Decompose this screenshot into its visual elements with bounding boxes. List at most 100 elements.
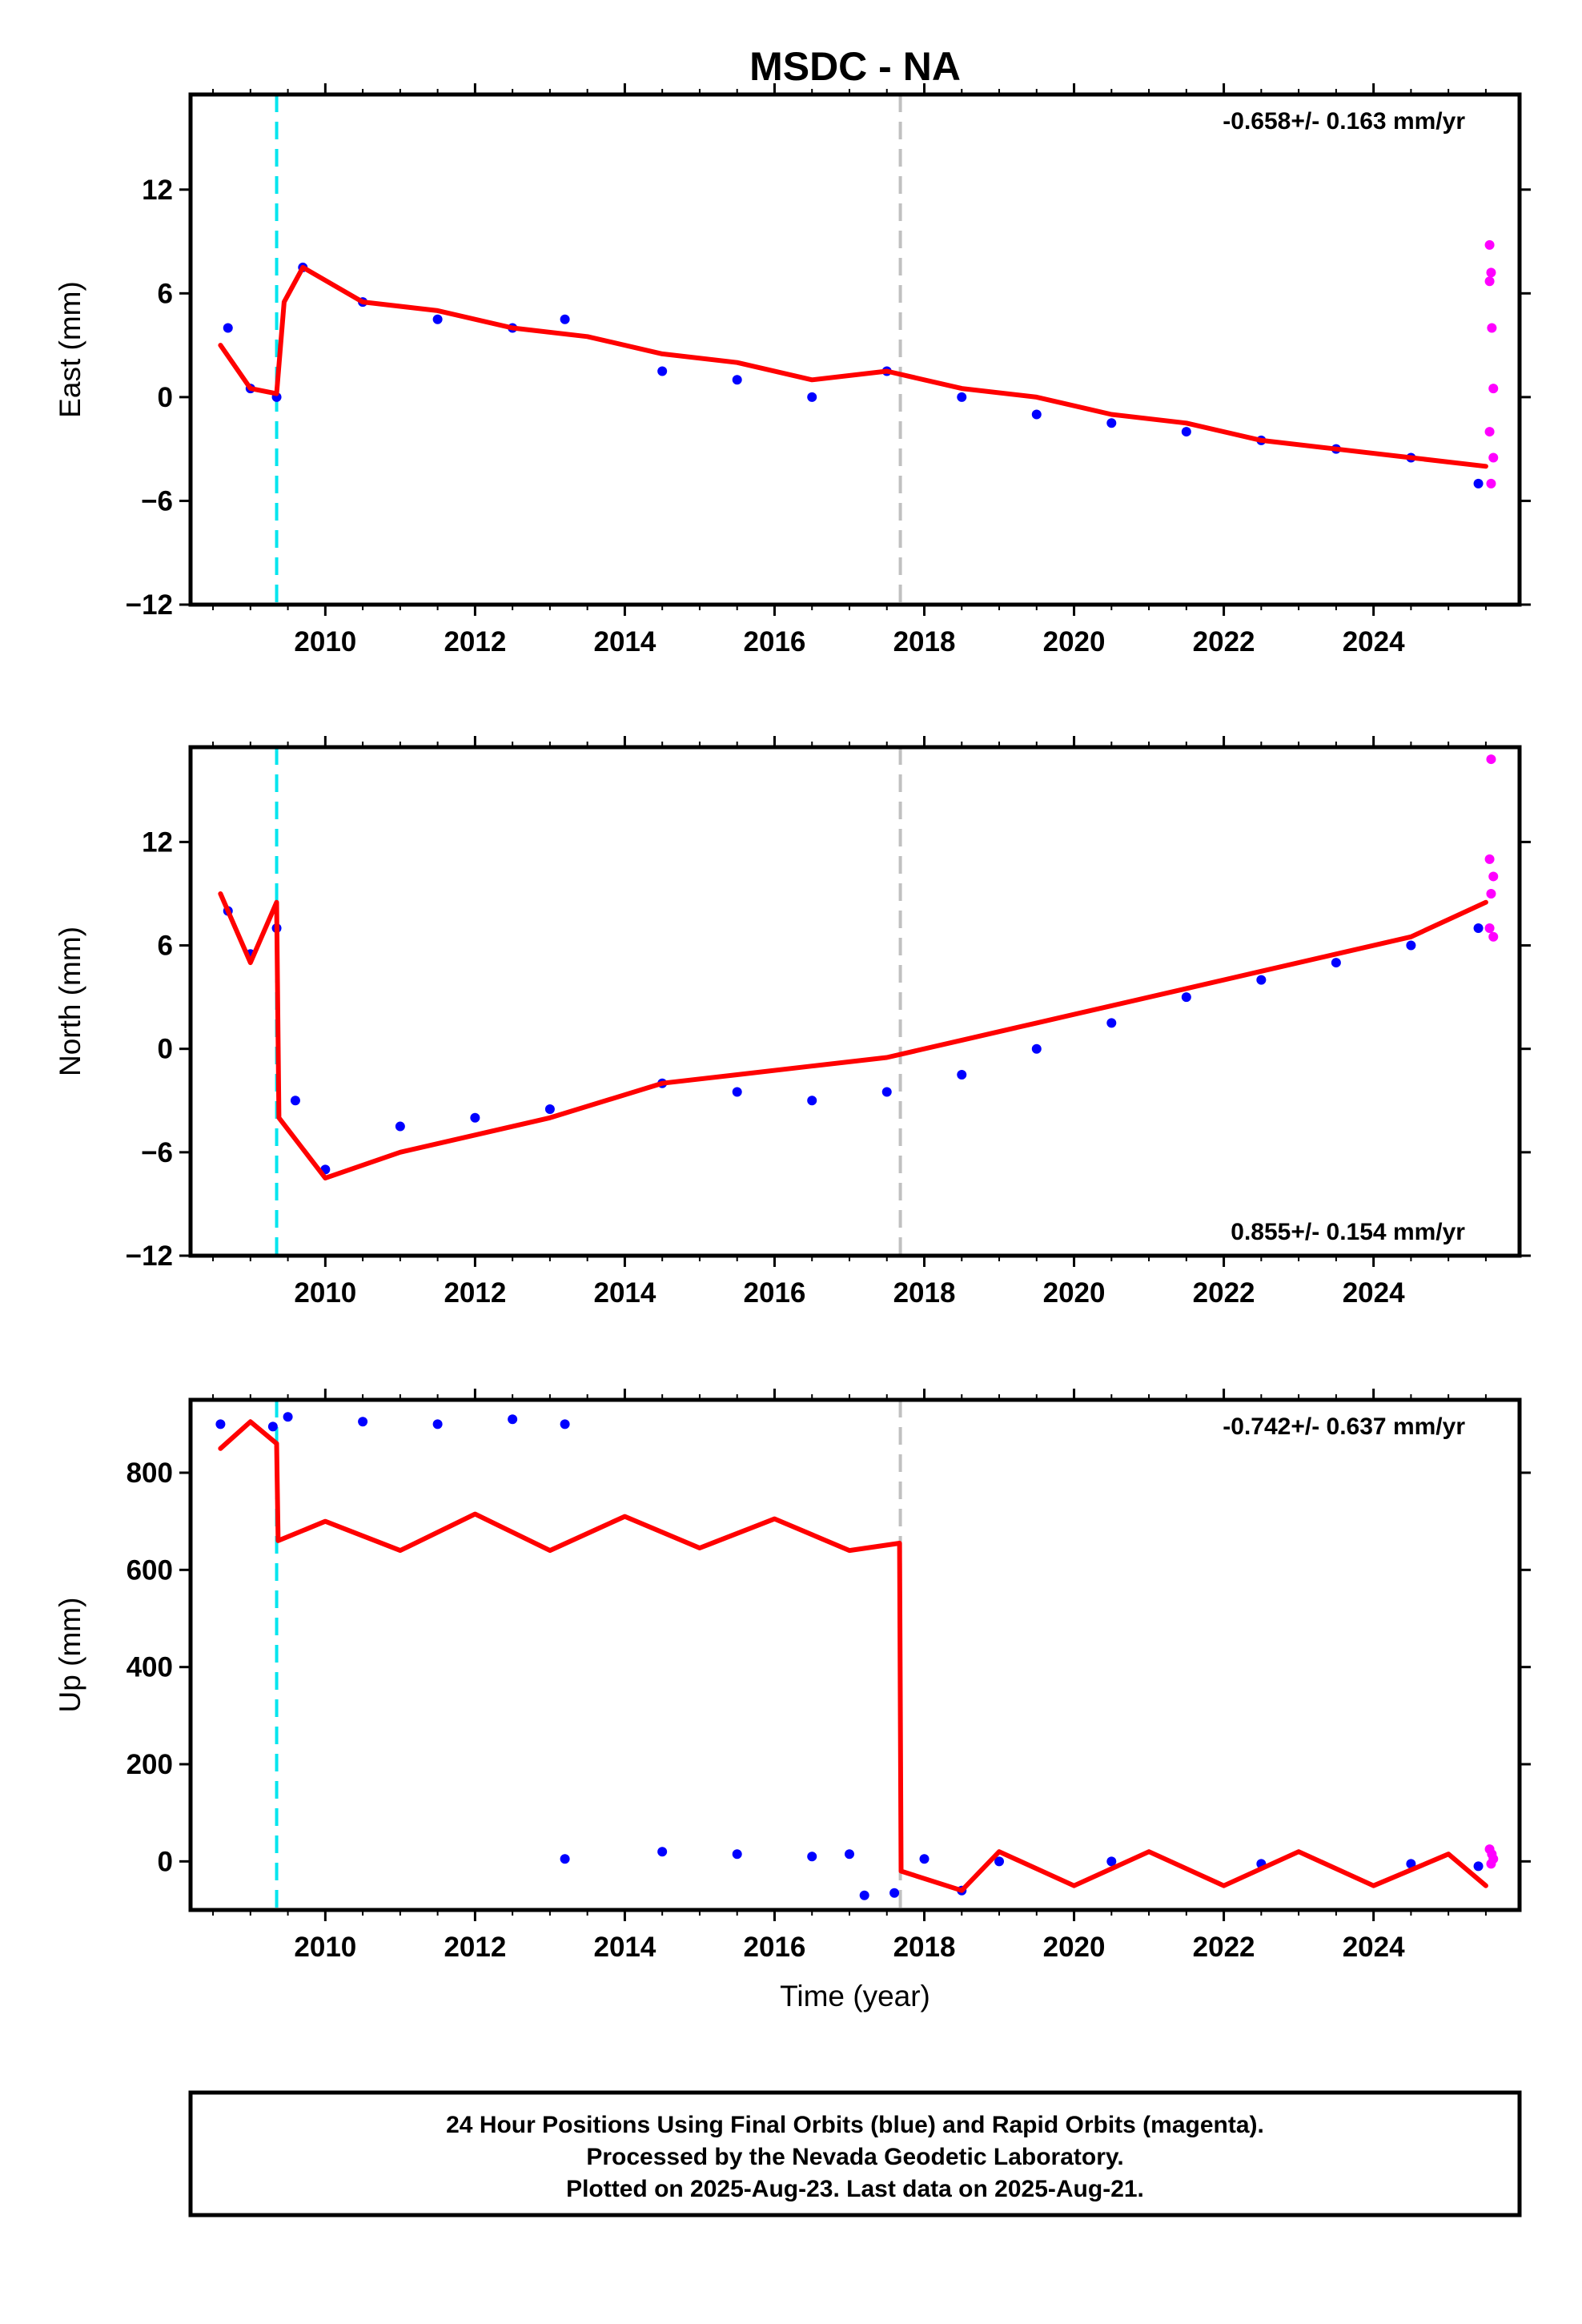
rapid-orbit-point-0 xyxy=(1486,754,1496,765)
rapid-orbit-point-4 xyxy=(1488,384,1499,394)
footer-line-1: 24 Hour Positions Using Final Orbits (bl… xyxy=(446,2112,1264,2138)
y-tick-label: 6 xyxy=(158,931,173,962)
x-tick-label: 2020 xyxy=(1043,626,1106,657)
x-tick-label: 2020 xyxy=(1043,1277,1106,1309)
final-orbit-point-11 xyxy=(844,1849,854,1860)
x-tick-label: 2014 xyxy=(593,626,656,657)
rapid-orbit-point-6 xyxy=(1488,452,1499,463)
y-tick-label: −6 xyxy=(141,485,173,517)
y-tick-label: 800 xyxy=(126,1458,173,1489)
final-orbit-point-20 xyxy=(1473,1861,1484,1872)
x-tick-label: 2024 xyxy=(1343,1277,1405,1309)
x-tick-label: 2014 xyxy=(593,1277,656,1309)
final-orbit-point-11 xyxy=(881,1087,892,1097)
y-tick-label: 400 xyxy=(126,1652,173,1683)
x-tick-label: 2010 xyxy=(294,626,356,657)
y-axis-label: East (mm) xyxy=(54,281,86,418)
final-orbit-point-14 xyxy=(919,1854,930,1864)
model-fit-line xyxy=(218,264,1488,469)
rapid-orbit-point-0 xyxy=(1484,239,1495,250)
north-panel: 2010 2012 2014 2016 2018 2020 2022 2024 12 6 0 −6 −1… xyxy=(54,736,1531,1309)
x-tick-label: 2022 xyxy=(1193,1932,1255,1963)
y-tick-label: 12 xyxy=(142,826,173,858)
final-orbit-point-8 xyxy=(657,366,668,376)
x-tick-label: 2012 xyxy=(444,626,506,657)
panel-frame xyxy=(188,92,1522,607)
rapid-orbit-point-3 xyxy=(1487,323,1497,333)
x-tick-label: 2010 xyxy=(294,1277,356,1309)
velocity-label: 0.855+/- 0.154 mm/yr xyxy=(1231,1219,1465,1245)
y-tick-label: 12 xyxy=(142,175,173,206)
y-tick-label: −12 xyxy=(126,589,173,621)
x-tick-label: 2022 xyxy=(1193,626,1255,657)
final-orbit-point-7 xyxy=(544,1104,555,1115)
footer-box: 24 Hour Positions Using Final Orbits (bl… xyxy=(188,2090,1522,2217)
final-orbit-point-0 xyxy=(215,1419,226,1429)
rapid-orbit-point-1 xyxy=(1484,854,1495,864)
final-orbit-point-12 xyxy=(957,392,967,402)
final-orbit-point-9 xyxy=(732,1849,742,1860)
x-tick-label: 2016 xyxy=(744,1277,806,1309)
final-orbit-point-10 xyxy=(807,1096,817,1106)
east-panel: 2010 2012 2014 2016 2018 2020 2022 2024 12 6 0 −6 −1… xyxy=(54,83,1531,657)
x-tick-label: 2016 xyxy=(744,626,806,657)
x-tick-label: 2014 xyxy=(593,1932,656,1963)
figure-title: MSDC - NA xyxy=(749,44,961,89)
velocity-label: -0.658+/- 0.163 mm/yr xyxy=(1223,108,1465,135)
final-orbit-point-13 xyxy=(1031,409,1042,420)
x-tick-label: 2018 xyxy=(893,1932,956,1963)
final-orbit-point-18 xyxy=(1406,940,1416,951)
x-tick-label: 2012 xyxy=(444,1277,506,1309)
y-tick-label: 600 xyxy=(126,1554,173,1586)
final-orbit-point-14 xyxy=(1106,1018,1117,1028)
final-orbit-point-6 xyxy=(470,1112,480,1123)
x-axis-label: Time (year) xyxy=(780,1980,930,2012)
x-tick-label: 2012 xyxy=(444,1932,506,1963)
y-tick-label: 0 xyxy=(158,1034,173,1065)
x-tick-label: 2010 xyxy=(294,1932,356,1963)
rapid-orbit-point-2 xyxy=(1484,276,1495,287)
final-orbit-point-13 xyxy=(1031,1043,1042,1054)
y-tick-label: 6 xyxy=(158,278,173,309)
rapid-orbit-point-1 xyxy=(1486,267,1496,278)
y-tick-label: 0 xyxy=(158,382,173,413)
final-orbit-point-10 xyxy=(807,1852,817,1862)
final-orbit-point-2 xyxy=(283,1412,293,1422)
final-orbit-point-17 xyxy=(1106,1856,1117,1867)
rapid-orbit-point-7 xyxy=(1486,478,1496,489)
footer-line-3: Plotted on 2025-Aug-23. Last data on 202… xyxy=(566,2176,1144,2202)
final-orbit-point-5 xyxy=(508,1414,518,1425)
final-orbit-point-3 xyxy=(290,1096,300,1106)
final-orbit-point-17 xyxy=(1331,958,1341,968)
final-orbit-point-9 xyxy=(732,375,742,385)
final-orbit-point-19 xyxy=(1406,1859,1416,1869)
x-tick-label: 2022 xyxy=(1193,1277,1255,1309)
rapid-orbit-point-5 xyxy=(1488,931,1499,942)
final-orbit-point-4 xyxy=(432,1419,443,1429)
final-orbit-point-16 xyxy=(1256,975,1267,985)
final-orbit-point-3 xyxy=(358,1417,368,1427)
x-tick-label: 2018 xyxy=(893,626,956,657)
final-orbit-point-9 xyxy=(732,1087,742,1097)
y-axis-label: Up (mm) xyxy=(54,1598,86,1713)
final-orbit-point-15 xyxy=(1181,427,1191,437)
panel-frame xyxy=(188,1397,1522,1912)
final-orbit-point-7 xyxy=(560,314,570,324)
final-orbit-point-10 xyxy=(807,392,817,402)
x-tick-label: 2020 xyxy=(1043,1932,1106,1963)
final-orbit-point-14 xyxy=(1106,418,1117,428)
rapid-orbit-point-3 xyxy=(1486,1859,1496,1869)
final-orbit-point-12 xyxy=(859,1890,869,1900)
rapid-orbit-point-4 xyxy=(1484,923,1495,934)
rapid-orbit-point-2 xyxy=(1488,871,1499,882)
x-tick-label: 2024 xyxy=(1343,1932,1405,1963)
velocity-label: -0.742+/- 0.637 mm/yr xyxy=(1223,1413,1465,1440)
up-panel: 2010 2012 2014 2016 2018 2020 2022 2024 800 600 40… xyxy=(54,1389,1531,2012)
final-orbit-point-12 xyxy=(957,1069,967,1080)
rapid-orbit-point-5 xyxy=(1484,427,1495,437)
x-tick-label: 2024 xyxy=(1343,626,1405,657)
final-orbit-point-6 xyxy=(560,1419,570,1429)
y-tick-label: −6 xyxy=(141,1137,173,1168)
panel-frame xyxy=(188,745,1522,1258)
